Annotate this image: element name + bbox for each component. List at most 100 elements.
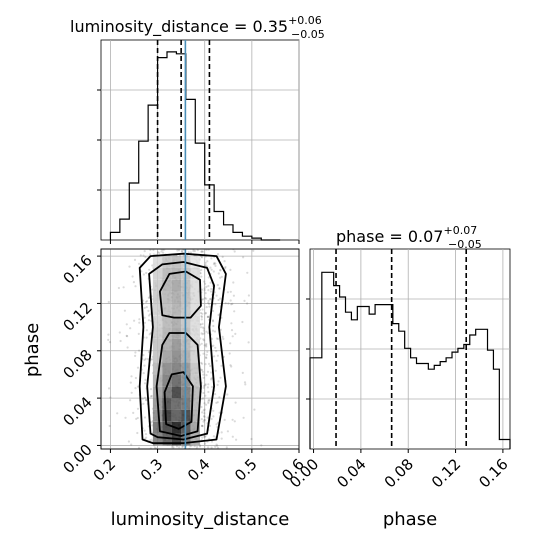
scatter-point [230, 365, 233, 368]
scatter-point [149, 395, 153, 398]
density-cell [190, 327, 200, 339]
scatter-point [189, 251, 192, 254]
scatter-point [134, 354, 137, 357]
scatter-point [243, 299, 246, 302]
scatter-point [213, 330, 217, 333]
scatter-point [107, 333, 110, 336]
density-cell [162, 338, 172, 351]
scatter-point [242, 256, 245, 259]
scatter-point [203, 418, 206, 422]
scatter-point [224, 302, 227, 305]
scatter-point [210, 287, 213, 291]
scatter-point [207, 276, 210, 279]
scatter-point [212, 409, 215, 412]
scatter-point [134, 351, 137, 354]
scatter-point [207, 390, 210, 394]
scatter-point [200, 405, 203, 409]
scatter-point [241, 371, 244, 374]
scatter-point [149, 253, 152, 256]
scatter-point [108, 341, 112, 344]
scatter-point [206, 260, 209, 263]
scatter-point [129, 399, 132, 402]
scatter-point [127, 440, 130, 443]
scatter-point [231, 435, 234, 438]
scatter-point [203, 289, 206, 292]
scatter-point [203, 408, 206, 411]
density-cell [162, 303, 172, 316]
scatter-point [203, 287, 206, 290]
scatter-point [156, 251, 160, 254]
scatter-point [107, 338, 110, 341]
scatter-point [207, 284, 210, 288]
scatter-point [207, 289, 210, 292]
scatter-point [205, 297, 208, 300]
scatter-point [200, 361, 203, 364]
scatter-point [201, 425, 204, 428]
phase-title-sub: −0.05 [448, 238, 482, 251]
scatter-point [116, 412, 119, 415]
scatter-point [130, 375, 133, 378]
scatter-point [137, 446, 141, 449]
scatter-point [172, 446, 175, 449]
scatter-point [216, 253, 220, 256]
scatter-point [225, 446, 228, 449]
density-cell [171, 279, 182, 292]
scatter-point [143, 306, 146, 309]
scatter-point [212, 435, 215, 438]
contour-line [155, 332, 202, 437]
scatter-point [178, 249, 181, 252]
scatter-point [108, 424, 111, 428]
scatter-point [203, 332, 206, 335]
scatter-point [203, 415, 206, 418]
scatter-point [125, 323, 128, 326]
scatter-point [202, 420, 205, 423]
scatter-point [219, 276, 222, 279]
scatter-point [204, 312, 207, 315]
scatter-point [205, 345, 208, 348]
density-cell [190, 386, 200, 399]
scatter-point [97, 412, 99, 414]
density-cell [171, 362, 182, 375]
scatter-point [151, 264, 154, 267]
density-cell [190, 362, 200, 375]
scatter-point [142, 273, 145, 276]
scatter-point [134, 376, 137, 380]
scatter-point [218, 287, 221, 290]
scatter-point [150, 394, 153, 398]
scatter-point [209, 297, 212, 300]
scatter-point [193, 445, 196, 448]
density-cell [190, 267, 200, 280]
x-tick-label: 0.12 [428, 455, 464, 491]
x-axis-label-phase: phase [383, 509, 437, 530]
scatter-point [193, 249, 196, 253]
scatter-point [244, 383, 247, 386]
x-tick-label: 0.2 [90, 455, 120, 485]
scatter-point [208, 305, 211, 308]
scatter-point [204, 282, 207, 285]
scatter-point [220, 364, 223, 367]
scatter-point [180, 249, 183, 252]
scatter-point [138, 318, 141, 321]
scatter-point [233, 310, 236, 313]
scatter-point [200, 275, 203, 278]
scatter-point [158, 251, 161, 254]
scatter-point [139, 254, 142, 257]
scatter-point [235, 438, 238, 441]
scatter-point [148, 333, 151, 336]
scatter-point [253, 408, 256, 411]
density-cell [152, 315, 163, 328]
scatter-point [201, 322, 204, 325]
density-cell [152, 327, 163, 339]
scatter-point [138, 349, 141, 352]
scatter-point [214, 393, 217, 396]
scatter-point [151, 424, 154, 427]
scatter-point [201, 424, 204, 427]
density-cell [152, 256, 163, 268]
scatter-point [143, 429, 146, 432]
scatter-point [171, 446, 174, 449]
x-axis-label-luminosity-distance: luminosity_distance [111, 509, 290, 530]
density-cell [171, 374, 182, 387]
scatter-point [98, 387, 100, 389]
scatter-point [147, 314, 151, 317]
scatter-point [219, 268, 222, 272]
